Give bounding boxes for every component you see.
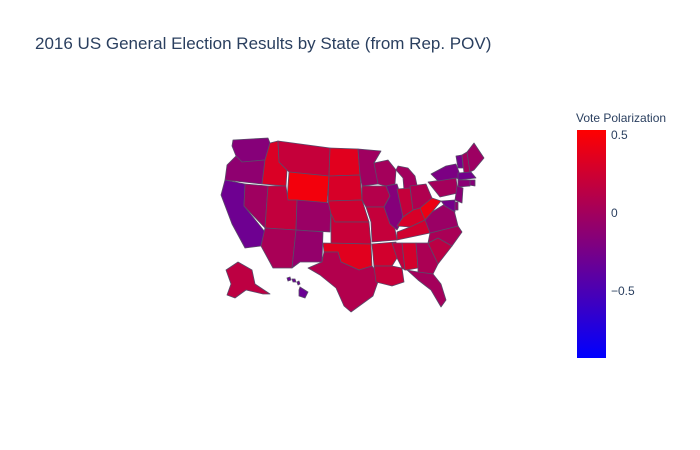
state-ny[interactable] — [430, 163, 463, 182]
state-hi-island-1[interactable] — [286, 276, 292, 282]
colorbar-tick-label: 0 — [611, 205, 618, 220]
state-ar[interactable] — [371, 241, 398, 267]
state-la[interactable] — [373, 265, 405, 287]
colorbar — [577, 130, 606, 358]
state-nd[interactable] — [328, 147, 361, 177]
states-layer — [220, 137, 485, 313]
state-ak[interactable] — [225, 261, 271, 299]
state-tx[interactable] — [307, 251, 381, 313]
chart-title: 2016 US General Election Results by Stat… — [35, 34, 492, 53]
state-ct[interactable] — [457, 179, 471, 188]
colorbar-tick-label: −0.5 — [611, 283, 635, 298]
colorbar-title: Vote Polarization — [576, 111, 667, 125]
colorbar-tick-label: 0.5 — [611, 127, 628, 142]
state-hi-island-3[interactable] — [298, 286, 309, 299]
state-wy[interactable] — [286, 171, 330, 204]
state-ma[interactable] — [457, 171, 477, 181]
state-ms[interactable] — [391, 242, 406, 271]
state-fl[interactable] — [406, 269, 447, 308]
state-ks[interactable] — [330, 213, 372, 245]
state-az[interactable] — [260, 227, 297, 269]
state-nm[interactable] — [291, 229, 324, 269]
state-al[interactable] — [401, 242, 419, 271]
state-hi-island-2[interactable] — [291, 278, 297, 283]
state-ne[interactable] — [327, 199, 370, 223]
state-nj[interactable] — [454, 185, 464, 204]
state-sd[interactable] — [327, 174, 363, 202]
state-md[interactable] — [440, 199, 456, 213]
state-wi[interactable] — [373, 159, 397, 187]
state-wv[interactable] — [419, 197, 442, 221]
state-pa[interactable] — [427, 177, 459, 198]
state-me[interactable] — [466, 142, 485, 173]
state-hi[interactable] — [296, 280, 301, 286]
state-co[interactable] — [295, 199, 332, 233]
state-vt[interactable] — [455, 154, 464, 169]
